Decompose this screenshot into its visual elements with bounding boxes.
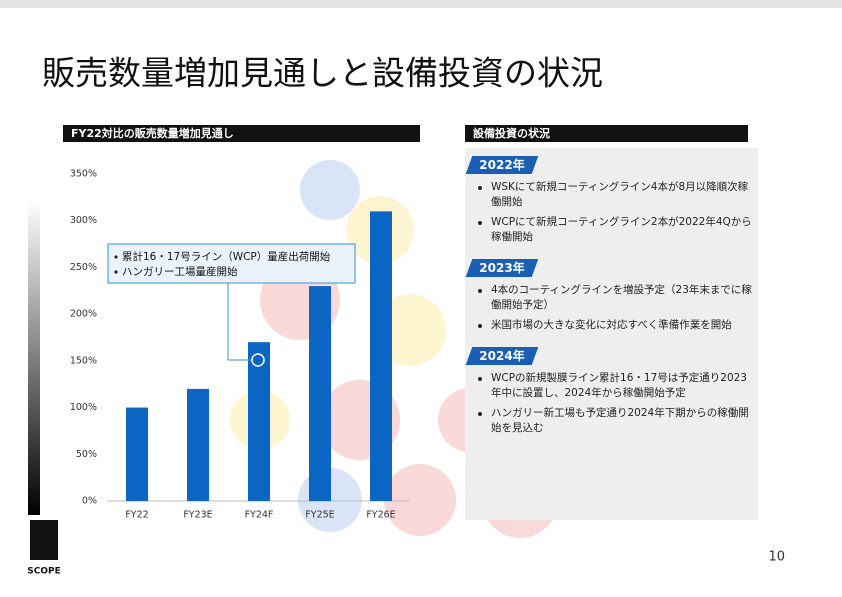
x-tick-label: FY24F [245, 510, 274, 521]
bullet [478, 412, 482, 416]
y-tick-label: 250% [70, 262, 97, 273]
bullet [478, 221, 482, 225]
year-label: 2022年 [479, 158, 525, 172]
bullet [478, 289, 482, 293]
item-text: WSKにて新規コーティングライン4本が8月以降順次稼働開始 [491, 181, 749, 208]
bar [248, 342, 270, 501]
section: 2022年 WSKにて新規コーティングライン4本が8月以降順次稼働開始 WCPにて新… [469, 154, 758, 245]
bullet [478, 186, 482, 190]
item-text: 4本のコーティングラインを増設予定（23年末までに稼働開始予定） [491, 284, 752, 311]
bar [187, 388, 209, 501]
y-tick-label: 150% [70, 355, 97, 366]
bar [309, 286, 331, 501]
bar [370, 211, 392, 501]
annotation-text: ハンガリー工場量産開始 [122, 265, 238, 278]
item: ハンガリー新工場も予定通り2024年下期からの稼働開始を見込む [469, 406, 753, 436]
annotation-text: 累計16・17号ライン（WCP）量産出荷開始 [122, 250, 331, 263]
slide-title: 販売数量増加見通しと設備投資の状況 [42, 54, 603, 93]
panel: 2022年 WSKにて新規コーティングライン4本が8月以降順次稼働開始 WCPにて新… [465, 148, 758, 520]
bullet [114, 270, 118, 274]
item: 米国市場の大きな変化に対応すべく準備作業を開始 [469, 318, 753, 333]
annotation-box [107, 243, 356, 284]
bullet [478, 324, 482, 328]
item: WCPの新規製膜ライン累計16・17号は予定通り2023年中に設置し、2024年… [469, 371, 753, 401]
item: WSKにて新規コーティングライン4本が8月以降順次稼働開始 [469, 180, 753, 210]
x-tick-label: FY22 [125, 510, 148, 521]
chart-title: FY22対比の販売数量増加見通し [63, 125, 420, 142]
y-tick-label: 350% [70, 169, 97, 180]
marker [251, 353, 265, 367]
item: WCPにて新規コーティングライン2本が2022年4Qから稼働開始 [469, 215, 753, 245]
logo-mark [30, 520, 58, 560]
y-tick-label: 0% [82, 496, 97, 507]
year-label: 2024年 [479, 349, 525, 363]
connector [227, 283, 251, 361]
item-text: WCPにて新規コーティングライン2本が2022年4Qから稼働開始 [491, 216, 752, 243]
panel-title: 設備投資の状況 [465, 125, 748, 142]
year-tag: 2024年 [469, 347, 535, 365]
bar [126, 407, 148, 501]
y-tick-label: 300% [70, 215, 97, 226]
year-tag: 2023年 [469, 259, 535, 277]
page-number: 10 [768, 550, 785, 565]
x-tick-label: FY26E [366, 510, 395, 521]
item-text: ハンガリー新工場も予定通り2024年下期からの稼働開始を見込む [491, 407, 749, 434]
year-label: 2023年 [479, 261, 525, 275]
side-strip [28, 200, 40, 515]
top-border [0, 0, 842, 8]
x-tick-label: FY25E [305, 510, 334, 521]
item-text: WCPの新規製膜ライン累計16・17号は予定通り2023年中に設置し、2024年… [491, 372, 747, 399]
item: 4本のコーティングラインを増設予定（23年末までに稼働開始予定） [469, 283, 753, 313]
bullet [478, 377, 482, 381]
year-tag: 2022年 [469, 156, 535, 174]
section: 2024年 WCPの新規製膜ライン累計16・17号は予定通り2023年中に設置し、… [469, 345, 758, 436]
logo-text: SCOPE [27, 567, 60, 577]
bullet [114, 255, 118, 259]
x-tick-label: FY23E [183, 510, 212, 521]
y-tick-label: 50% [76, 449, 97, 460]
y-tick-label: 200% [70, 309, 97, 320]
section: 2023年 4本のコーティングラインを増設予定（23年末までに稼働開始予定） 米国市… [469, 257, 758, 333]
item-text: 米国市場の大きな変化に対応すべく準備作業を開始 [491, 319, 732, 331]
y-tick-label: 100% [70, 402, 97, 413]
